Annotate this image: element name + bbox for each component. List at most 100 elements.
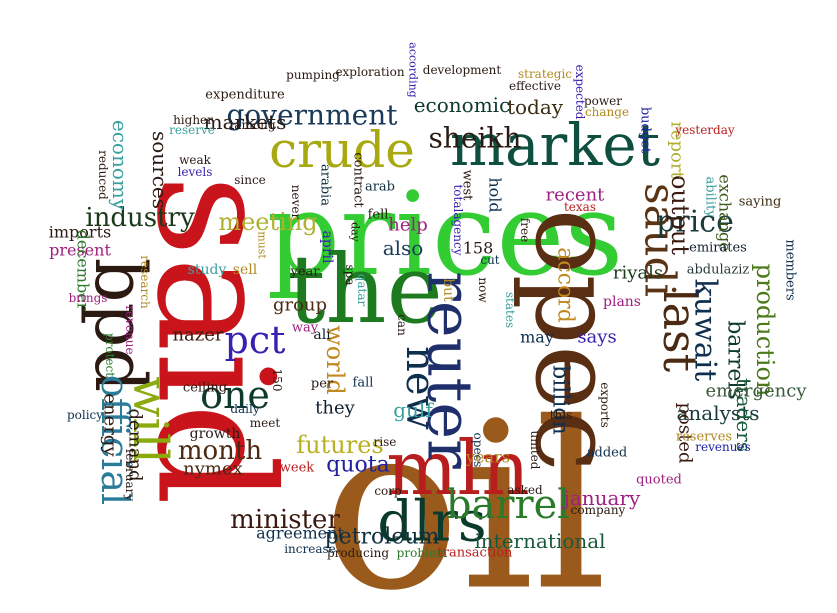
cloud-word: per: [311, 377, 334, 392]
cloud-word: according: [407, 42, 420, 97]
cloud-word: sheikh: [429, 122, 522, 155]
cloud-word: qatar: [355, 274, 369, 307]
cloud-word: 158: [463, 239, 494, 258]
cloud-word: markets: [204, 110, 287, 134]
cloud-word: never: [289, 185, 303, 220]
cloud-word: one: [200, 373, 270, 417]
cloud-word: states: [503, 292, 517, 328]
cloud-word: world: [321, 325, 349, 395]
cloud-word: opec: [511, 208, 639, 471]
cloud-word: weak: [179, 153, 212, 167]
cloud-word: government: [227, 99, 399, 132]
cloud-word: spa: [343, 265, 357, 286]
cloud-word: emergency: [706, 381, 808, 402]
cloud-word: says: [577, 327, 616, 348]
cloud-word: december: [74, 230, 93, 311]
cloud-word: april: [319, 231, 335, 264]
cloud-word: month: [178, 436, 263, 466]
cloud-word: west: [460, 170, 475, 201]
cloud-word: study: [188, 262, 227, 278]
cloud-word: last: [653, 288, 707, 373]
cloud-word: analysts: [677, 401, 760, 425]
cloud-word: the: [287, 235, 443, 345]
cloud-word: pct: [225, 318, 286, 362]
cloud-word: cut: [480, 253, 499, 267]
cloud-word: ali: [313, 327, 331, 343]
cloud-word: international: [474, 529, 605, 553]
cloud-word: economy: [108, 120, 132, 211]
cloud-word: expenditure: [205, 88, 285, 103]
cloud-word: reuter: [414, 271, 487, 469]
cloud-word: budget: [638, 107, 653, 154]
cloud-word: hold: [486, 177, 505, 212]
cloud-word: contract: [351, 152, 366, 208]
cloud-word: fall: [353, 376, 374, 391]
cloud-word: said: [122, 174, 309, 505]
cloud-word: reserve: [169, 123, 215, 137]
cloud-word: united: [528, 431, 542, 470]
cloud-word: week: [280, 461, 315, 476]
cloud-word: expected: [573, 65, 587, 120]
cloud-word: barrels: [723, 320, 748, 400]
cloud-word: official: [93, 375, 137, 505]
cloud-word: asked: [507, 483, 543, 497]
cloud-word: research: [138, 255, 152, 309]
cloud-word: quota: [326, 453, 389, 478]
cloud-word: oil: [322, 375, 608, 613]
cloud-word: minister: [230, 505, 340, 535]
cloud-word: day: [349, 222, 362, 243]
cloud-word: 150: [270, 369, 284, 392]
cloud-word: futures: [296, 431, 383, 459]
cloud-word: economic: [414, 93, 511, 117]
cloud-word: can: [395, 314, 409, 336]
cloud-word: producing: [327, 546, 389, 560]
cloud-word: since: [234, 173, 266, 187]
cloud-word: revenues: [695, 440, 750, 454]
cloud-word: plans: [603, 294, 641, 310]
cloud-word: may: [520, 328, 554, 347]
cloud-word: market: [450, 111, 660, 179]
cloud-word: rise: [374, 435, 397, 449]
cloud-word: bpd: [79, 258, 161, 392]
cloud-word: higher: [173, 113, 213, 127]
cloud-word: accord: [553, 247, 578, 323]
cloud-word: strategic: [518, 67, 572, 81]
cloud-word: fell: [368, 208, 389, 223]
cloud-word: company: [571, 503, 626, 517]
cloud-word: demand: [125, 408, 146, 481]
cloud-word: posted: [675, 402, 696, 463]
cloud-word: texas: [564, 200, 596, 214]
cloud-word: opecs: [471, 433, 485, 468]
cloud-word: prices: [267, 168, 624, 302]
cloud-word: production: [751, 264, 779, 397]
cloud-word: ceiling: [183, 381, 227, 396]
cloud-word: this: [550, 408, 573, 422]
cloud-word: billion: [548, 365, 573, 435]
cloud-word: riyals: [613, 263, 663, 284]
cloud-word: present: [49, 241, 111, 260]
cloud-word: protect: [103, 333, 117, 377]
cloud-word: output: [666, 175, 694, 255]
cloud-word: energy: [100, 393, 121, 457]
cloud-word: abdulaziz: [687, 263, 750, 278]
cloud-word: quoted: [636, 473, 682, 488]
cloud-word: meeting: [218, 208, 317, 236]
cloud-word: daily: [230, 402, 260, 416]
cloud-word: corp: [374, 484, 402, 498]
cloud-word: saying: [739, 195, 782, 210]
cloud-word: gulf: [393, 398, 434, 422]
cloud-word: they: [315, 398, 355, 419]
cloud-word: february: [123, 449, 137, 502]
cloud-word: industry: [85, 203, 195, 233]
cloud-word: also: [383, 236, 424, 260]
cloud-word: arabia: [318, 164, 333, 206]
cloud-word: added: [587, 446, 627, 461]
cloud-word: levels: [178, 165, 213, 179]
cloud-word: now: [476, 277, 490, 303]
cloud-word: growth: [190, 426, 241, 442]
cloud-word: january: [562, 486, 641, 510]
cloud-word: pumping: [286, 68, 340, 82]
cloud-word: totalagency: [451, 184, 465, 255]
cloud-word: development: [423, 63, 502, 77]
